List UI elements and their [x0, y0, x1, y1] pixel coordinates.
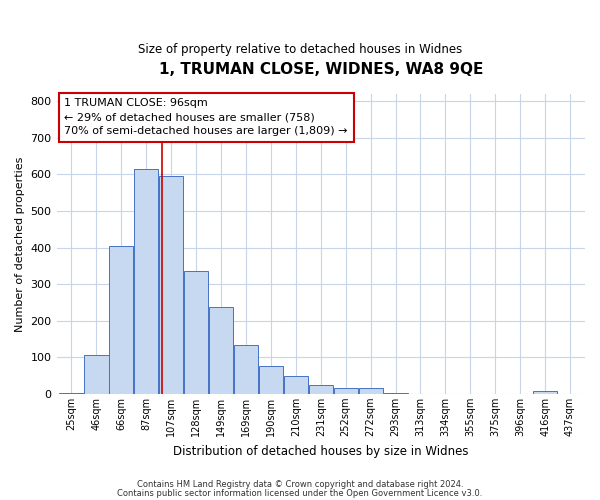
Bar [359, 388, 383, 394]
Bar [383, 393, 407, 394]
Bar [209, 307, 233, 394]
Y-axis label: Number of detached properties: Number of detached properties [15, 156, 25, 332]
Bar [134, 169, 158, 394]
X-axis label: Distribution of detached houses by size in Widnes: Distribution of detached houses by size … [173, 444, 469, 458]
Text: Contains public sector information licensed under the Open Government Licence v3: Contains public sector information licen… [118, 488, 482, 498]
Text: 1 TRUMAN CLOSE: 96sqm
← 29% of detached houses are smaller (758)
70% of semi-det: 1 TRUMAN CLOSE: 96sqm ← 29% of detached … [64, 98, 348, 136]
Bar [334, 388, 358, 394]
Bar [109, 246, 133, 394]
Bar [284, 376, 308, 394]
Bar [259, 366, 283, 394]
Bar [234, 344, 258, 394]
Bar [308, 384, 333, 394]
Text: Contains HM Land Registry data © Crown copyright and database right 2024.: Contains HM Land Registry data © Crown c… [137, 480, 463, 489]
Title: 1, TRUMAN CLOSE, WIDNES, WA8 9QE: 1, TRUMAN CLOSE, WIDNES, WA8 9QE [158, 62, 483, 78]
Bar [59, 393, 83, 394]
Bar [85, 356, 109, 394]
Bar [184, 272, 208, 394]
Text: Size of property relative to detached houses in Widnes: Size of property relative to detached ho… [138, 42, 462, 56]
Bar [159, 176, 183, 394]
Bar [533, 391, 557, 394]
